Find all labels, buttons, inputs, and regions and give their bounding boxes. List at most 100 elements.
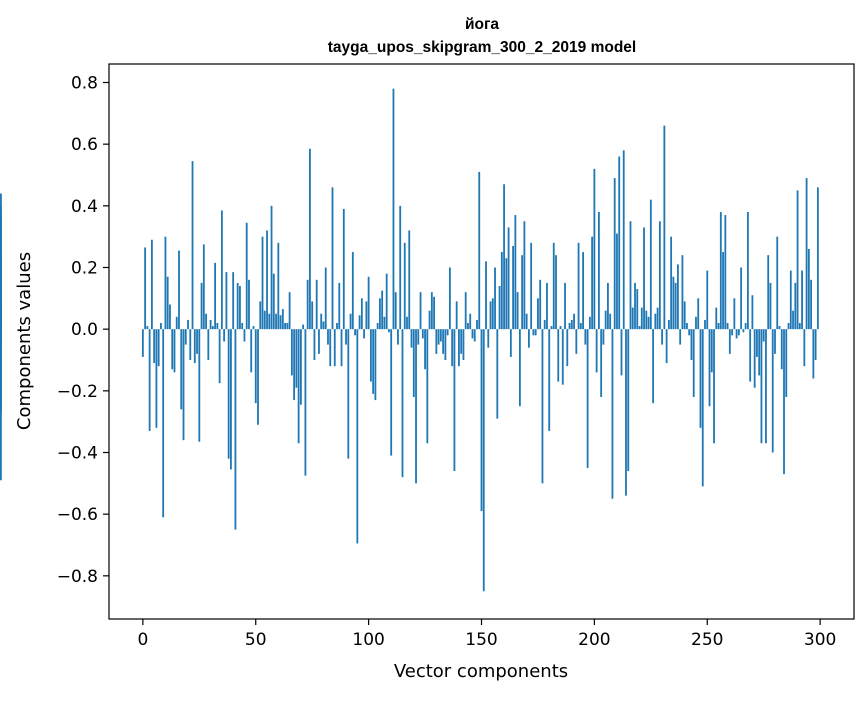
bar-206 [607,282,609,330]
bar-107 [383,316,386,330]
bar-120 [412,329,415,397]
bar-60 [277,242,280,330]
bar-214 [625,329,627,496]
bar-215 [627,329,630,471]
bar-91 [347,329,350,459]
bar-181 [550,326,553,330]
bar-289 [794,282,797,330]
bar-101 [369,329,372,382]
bar-23 [193,329,196,364]
bar-293 [803,329,806,367]
bar-262 [733,298,736,330]
bar-195 [582,252,584,330]
bar-27 [202,244,205,330]
bar-253 [713,329,715,444]
bar-100 [367,276,370,330]
bar-8 [160,323,162,330]
bar-194 [579,323,582,330]
chart-title: йога [465,16,499,33]
bar-72 [304,329,307,476]
bar-276 [765,329,767,444]
bar-117 [406,316,408,330]
bar-157 [496,329,499,419]
bar-110 [390,329,393,456]
bar-126 [426,329,429,444]
bar-87 [338,282,341,330]
bar-248 [701,329,704,487]
bar-155 [491,298,494,330]
bar-82 [327,329,329,345]
bar-196 [584,329,587,345]
bar-238 [679,329,682,345]
bar-159 [500,252,503,330]
bar-139 [455,301,458,330]
bar-54 [263,310,266,330]
x-tick-label: 0 [137,630,148,650]
bar-178 [543,319,546,330]
bar-25 [198,329,201,442]
bar-203 [600,329,603,397]
bar-138 [453,329,456,471]
bar-219 [636,289,639,330]
bar-197 [586,329,589,468]
bar-98 [363,329,366,339]
bar-109 [388,329,390,333]
bar-29 [207,329,210,360]
bar-261 [731,329,733,336]
bar-240 [683,301,686,330]
bar-26 [200,282,203,330]
bar-285 [785,329,788,397]
bar-127 [428,310,431,330]
bar-267 [744,323,747,330]
bar-213 [622,150,625,330]
bar-294 [805,178,808,330]
bar-79 [320,313,323,330]
bar-216 [629,221,632,330]
bar-90 [345,329,347,345]
bar-9 [162,329,165,518]
y-tick-label: −0.8 [57,567,98,587]
bar-84 [331,187,334,330]
bar-236 [674,282,677,330]
bar-21 [189,329,192,360]
bar-200 [593,168,596,330]
bar-199 [591,236,594,330]
bar-254 [715,307,718,330]
bar-247 [699,329,702,428]
bar-231 [663,125,666,330]
bar-119 [410,329,413,348]
x-tick-label: 300 [804,630,836,650]
bar-69 [297,329,300,444]
y-tick-label: −0.6 [57,505,98,525]
bar-264 [737,329,740,336]
bar-223 [645,310,648,330]
bar-171 [528,329,530,348]
bar-0 [141,329,144,357]
bar-129 [433,296,435,330]
bar-89 [342,208,345,330]
bar-24 [196,329,198,354]
bar-290 [796,190,799,330]
bar-48 [250,329,253,373]
bar-124 [421,329,424,339]
bar-80 [322,321,325,330]
bar-162 [507,227,510,330]
bar-148 [476,319,478,330]
bar-46 [245,222,248,330]
bar-226 [652,329,654,404]
bar-207 [609,313,612,330]
bar-130 [435,329,438,354]
bar-182 [552,242,555,330]
bar-131 [437,329,440,345]
bar-105 [379,298,381,330]
bar-298 [814,329,817,360]
chart-subtitle: tayga_upos_skipgram_300_2_2019 model [328,39,636,56]
bar-136 [448,267,451,330]
bar-189 [568,323,571,330]
bar-170 [525,313,528,330]
bar-75 [311,301,314,330]
bar-42 [236,282,239,330]
bar-210 [616,233,618,330]
bar-65 [288,292,291,330]
